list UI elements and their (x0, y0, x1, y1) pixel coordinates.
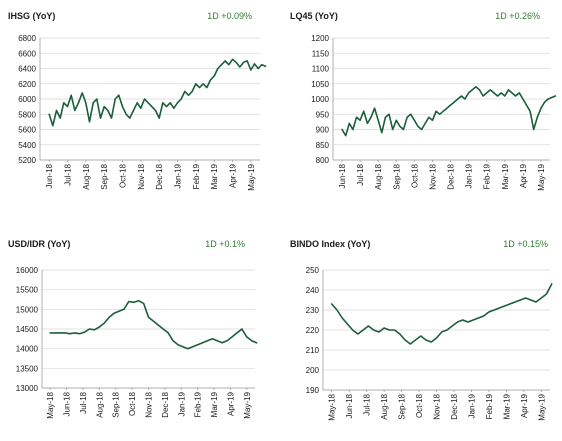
x-tick-label: Jun-18 (345, 393, 354, 418)
daily-change-label: 1D +0.15% (503, 239, 548, 249)
series-line (49, 299, 258, 350)
x-tick-label: Jan-19 (174, 163, 183, 188)
x-tick-label: May-19 (537, 393, 546, 420)
y-tick-label: 200 (306, 366, 320, 375)
x-tick-label: Dec-18 (155, 163, 164, 189)
x-tick-label: Mar-19 (501, 163, 510, 189)
x-tick-label: May-19 (537, 163, 546, 190)
series-line (330, 283, 553, 345)
y-tick-label: 1150 (312, 49, 330, 58)
y-tick-label: 230 (306, 306, 320, 315)
chart-title: USD/IDR (YoY) (8, 239, 70, 249)
y-tick-label: 800 (316, 156, 330, 165)
y-tick-label: 1100 (312, 65, 330, 74)
y-tick-label: 6000 (18, 95, 36, 104)
y-tick-label: 14500 (16, 325, 39, 334)
x-tick-label: Dec-18 (161, 391, 170, 417)
x-tick-label: Oct-18 (128, 391, 137, 416)
y-tick-label: 850 (316, 141, 330, 150)
x-tick-label: Apr-19 (519, 163, 528, 188)
x-tick-label: May-19 (243, 391, 252, 418)
y-tick-label: 5200 (18, 156, 36, 165)
x-tick-label: Dec-18 (450, 393, 459, 419)
y-tick-label: 15000 (16, 305, 39, 314)
x-tick-label: Mar-19 (210, 391, 219, 417)
y-tick-label: 5400 (18, 141, 36, 150)
x-tick-label: Jul-18 (363, 393, 372, 415)
x-tick-label: Jun-18 (63, 391, 72, 416)
y-tick-label: 240 (306, 286, 320, 295)
y-tick-label: 6400 (18, 65, 36, 74)
x-tick-label: Nov-18 (428, 163, 437, 189)
y-tick-label: 1050 (311, 80, 329, 89)
x-tick-label: Jan-19 (177, 391, 186, 416)
x-tick-label: Feb-19 (194, 391, 203, 417)
x-tick-label: Oct-18 (415, 393, 424, 418)
y-tick-label: 6200 (18, 80, 36, 89)
y-tick-label: 1200 (311, 34, 329, 43)
y-tick-label: 6600 (18, 49, 36, 58)
x-tick-label: Feb-19 (485, 393, 494, 419)
x-tick-label: Oct-18 (119, 163, 128, 188)
chart-title: IHSG (YoY) (8, 11, 55, 21)
x-tick-label: Sep-18 (112, 391, 121, 417)
x-tick-label: Sep-18 (392, 163, 401, 189)
series-line (341, 86, 557, 137)
y-tick-label: 1000 (311, 95, 329, 104)
x-tick-label: Jul-18 (64, 163, 73, 185)
x-tick-label: Aug-18 (374, 163, 383, 189)
x-tick-label: Jan-19 (465, 163, 474, 188)
chart-title: BINDO Index (YoY) (290, 239, 370, 249)
x-tick-label: Jul-18 (356, 163, 365, 185)
x-tick-label: Nov-18 (137, 163, 146, 189)
x-tick-label: Jun-18 (338, 163, 347, 188)
x-tick-label: Nov-18 (433, 393, 442, 419)
x-tick-label: May-19 (247, 163, 256, 190)
x-tick-label: Aug-18 (380, 393, 389, 419)
chart-lq45: LQ45 (YoY) 1D +0.26% 800 850 900 950 1000 1050 1… (290, 11, 557, 191)
x-tick-label: Mar-19 (502, 393, 511, 419)
daily-change-label: 1D +0.1% (205, 239, 245, 249)
chart-title: LQ45 (YoY) (290, 11, 338, 21)
y-tick-label: 16000 (16, 266, 39, 275)
x-tick-label: Aug-18 (82, 163, 91, 189)
x-tick-label: Feb-19 (192, 163, 201, 189)
x-tick-label: Apr-19 (229, 163, 238, 188)
x-tick-label: Sep-18 (100, 163, 109, 189)
y-tick-label: 13000 (16, 384, 39, 393)
x-tick-label: Dec-18 (447, 163, 456, 189)
y-tick-label: 190 (306, 386, 320, 395)
y-tick-label: 6800 (18, 34, 36, 43)
x-tick-label: Jan-19 (467, 393, 476, 418)
x-tick-label: Oct-18 (410, 163, 419, 188)
x-tick-label: Jul-18 (79, 391, 88, 413)
y-tick-label: 13500 (16, 364, 39, 373)
x-tick-label: May-18 (328, 393, 337, 420)
daily-change-label: 1D +0.09% (207, 11, 252, 21)
x-tick-label: May-18 (46, 391, 55, 418)
y-tick-label: 15500 (16, 286, 39, 295)
x-tick-label: Mar-19 (210, 163, 219, 189)
x-tick-label: Jun-18 (45, 163, 54, 188)
y-tick-label: 14000 (16, 345, 39, 354)
x-tick-label: Aug-18 (95, 391, 104, 417)
y-tick-label: 900 (316, 126, 330, 135)
y-tick-label: 950 (316, 110, 330, 119)
y-tick-label: 210 (306, 346, 320, 355)
y-tick-label: 220 (306, 326, 320, 335)
y-tick-label: 250 (306, 266, 320, 275)
chart-usdidr: USD/IDR (YoY) 1D +0.1% 13000 13500 14000 1450… (8, 239, 258, 419)
x-tick-label: Apr-19 (520, 393, 529, 418)
chart-bindo: BINDO Index (YoY) 1D +0.15% 190 200 210 220 23… (290, 239, 553, 421)
y-tick-label: 5600 (18, 126, 36, 135)
x-tick-label: Feb-19 (483, 163, 492, 189)
x-tick-label: Nov-18 (145, 391, 154, 417)
daily-change-label: 1D +0.26% (495, 11, 540, 21)
x-tick-label: Sep-18 (398, 393, 407, 419)
chart-ihsg: IHSG (YoY) 1D +0.09% 5200 5400 5600 5800 6000 6… (8, 11, 267, 191)
x-tick-label: Apr-19 (226, 391, 235, 416)
series-line (48, 58, 267, 127)
y-tick-label: 5800 (18, 110, 36, 119)
